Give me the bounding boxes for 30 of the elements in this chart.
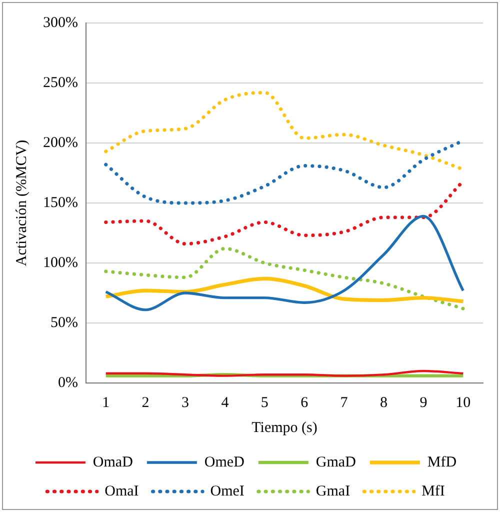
x-tick-label: 2 (142, 394, 150, 411)
x-axis-title: Tiempo (s) (252, 420, 318, 436)
line-series (104, 246, 465, 310)
legend-label: OmaD (92, 454, 134, 470)
legend-label: OmaI (104, 483, 139, 500)
legend-label: MfI (422, 483, 445, 500)
x-tick-label: 6 (300, 394, 309, 411)
line-series (104, 214, 464, 312)
y-tick-label: 150% (42, 194, 78, 211)
legend-label: MfD (427, 454, 457, 470)
y-tick-label: 50% (50, 314, 78, 331)
x-tick-label: 9 (420, 394, 428, 411)
x-tick-label: 1 (102, 394, 110, 411)
legend-label: GmaI (316, 483, 350, 500)
line-series (104, 276, 465, 304)
legend-label: OmeI (210, 483, 244, 500)
y-axis-title: Activación (%MCV) (14, 140, 30, 266)
y-tick-label: 300% (42, 14, 78, 31)
x-tick-label: 5 (260, 394, 268, 411)
x-tick-label: 8 (380, 394, 388, 411)
x-tick-label: 3 (181, 394, 189, 411)
y-tick-label: 0% (58, 374, 78, 391)
legend-label: GmaD (316, 454, 356, 470)
y-tick-label: 250% (42, 74, 78, 91)
x-tick-label: 7 (340, 394, 348, 411)
legend-label: OmeD (204, 454, 245, 470)
y-tick-label: 200% (42, 134, 78, 151)
x-tick-label: 4 (221, 394, 230, 411)
x-tick-label: 10 (456, 394, 471, 411)
y-tick-label: 100% (42, 254, 78, 271)
